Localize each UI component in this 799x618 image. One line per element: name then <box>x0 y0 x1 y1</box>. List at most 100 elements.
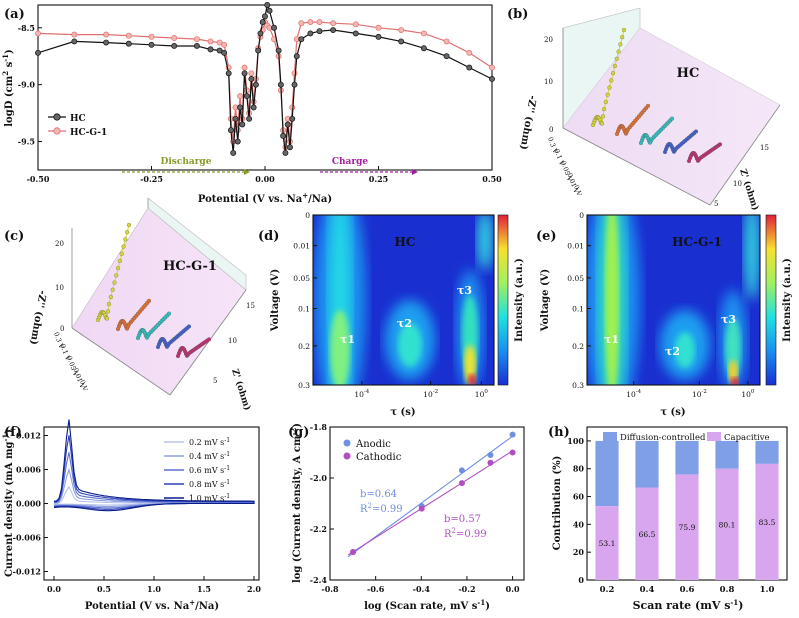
b-eis-point <box>618 42 623 47</box>
panel-c-xtick: 5 <box>213 377 217 385</box>
data-point-hc-g-1 <box>71 31 78 38</box>
e-ytick-label: 0.01 <box>567 242 584 251</box>
panel-a-xlabel: Potential (V vs. Na+/Na) <box>198 191 332 205</box>
panel-d-label: HC <box>395 235 416 249</box>
panel-h-ytick-label: 40 <box>573 519 585 529</box>
c-eis-point <box>105 309 111 314</box>
panel-e-ylabel: Voltage (V) <box>540 269 551 332</box>
charge-label: Charge <box>332 157 369 167</box>
anodic-r-squared: R2=0.99 <box>360 502 403 515</box>
panel-d-colorbar-label: Intensity (a.u.) <box>514 258 525 342</box>
bar-value-label: 75.9 <box>679 523 696 532</box>
panel-g-ytick-label: -2.4 <box>310 575 328 585</box>
panel-e-axes: 0 0.01 0.05 0.1 0.2 0.3 10-4 10-2 100 <box>567 211 755 399</box>
bar-diffusion <box>635 440 659 488</box>
d-ytick-label: 0.1 <box>298 305 310 314</box>
panel-b-voltage-labels: 0.3 V0.1 V0.05 V0.01 V0 V <box>546 136 583 197</box>
panel-a-xtick-label: 0.50 <box>482 174 502 184</box>
panel-d-axes: 0 0.01 0.05 0.1 0.2 0.3 10-4 10-2 100 <box>293 211 488 399</box>
b-voltage-label: 0 V <box>572 184 583 197</box>
panel-g-ytick-label: -2.0 <box>310 473 328 483</box>
bar-diffusion <box>715 440 739 469</box>
panel-a-xtick-label: -0.50 <box>27 174 50 184</box>
panel-e-xlabel: τ (s) <box>660 407 685 418</box>
c-eis-point <box>108 294 113 300</box>
b-eis-point <box>620 35 625 40</box>
data-point-hc <box>234 138 241 145</box>
panel-a-ytick-label: -9.0 <box>18 80 36 90</box>
data-point-hc <box>171 43 178 49</box>
d-xtick-label: 10-4 <box>354 389 369 399</box>
legend-label-diffusion: Diffusion-controlled <box>620 433 706 443</box>
data-point-hc <box>221 49 228 56</box>
c-eis-point <box>119 251 124 256</box>
fit-line-cathodic <box>347 450 513 556</box>
panel-d-frame <box>312 214 495 386</box>
c-voltage-label: 0 V <box>78 379 89 392</box>
bar-diffusion <box>675 440 699 475</box>
c-eis-point <box>114 273 119 278</box>
data-point-hc <box>207 46 214 53</box>
data-point-hc <box>266 7 273 14</box>
d-ytick-label: 0.3 <box>298 381 310 390</box>
panel-e-peak-tau2: τ2 <box>665 345 680 358</box>
panel-c-xtick: 15 <box>246 302 255 310</box>
b-eis-point <box>621 27 627 33</box>
panel-f-xtick-label: 0.0 <box>47 584 61 594</box>
c-eis-point <box>166 311 172 316</box>
data-point-hc <box>489 76 495 82</box>
panel-b-ztick: 0 <box>549 126 553 134</box>
panel-f-xtick-label: 0.5 <box>97 584 111 594</box>
data-point-hc <box>298 36 305 43</box>
panel-h-ytick-label: 100 <box>567 436 584 446</box>
panel-g-ticks: -0.8 -0.6 -0.4 -0.2 0.0 -1.8 -2.0 -2.2 -2.4 <box>310 422 520 594</box>
panel-h-xtick-label: 0.4 <box>640 585 655 595</box>
data-point-hc <box>227 127 234 134</box>
panel-h-ytick-label: 80 <box>573 464 585 474</box>
data-point-hc <box>316 28 323 35</box>
data-point-hc-g-1 <box>248 70 255 77</box>
data-point-cathodic <box>418 505 425 512</box>
data-point-hc <box>330 27 337 33</box>
panel-e-tag: (e) <box>536 229 557 244</box>
data-point-hc-g-1 <box>489 64 495 71</box>
data-point-hc-g-1 <box>221 41 228 48</box>
panel-c-eis-3d: (c) HC-G-1 0 10 20 -Z'' (ohm) Z' (ohm) 5… <box>4 197 255 412</box>
discharge-label: Discharge <box>161 157 212 167</box>
b-eis-point <box>599 121 605 126</box>
b-eis-point <box>645 103 651 108</box>
b-eis-point <box>605 92 610 97</box>
bar-capacitive <box>715 468 739 580</box>
panel-h-xlabel: Scan rate (mV s-1) <box>633 598 744 612</box>
data-point-hc <box>103 39 110 46</box>
panel-a-ticks: -0.50 -0.25 0.00 0.25 0.50 -8.5 -9.0 -9.5 <box>18 23 502 184</box>
panel-b-tag: (b) <box>507 7 528 22</box>
d-ytick-label: 0 <box>305 211 310 220</box>
panel-c-ylabel: -Z'' (ohm) <box>27 289 47 345</box>
b-eis-point <box>717 142 723 147</box>
panel-b-xlabel: Z' (ohm) <box>737 168 761 212</box>
panel-a-xtick-label: -0.25 <box>140 174 163 184</box>
data-point-hc <box>252 81 259 88</box>
panel-c-label: HC-G-1 <box>163 259 217 274</box>
e-ytick-label: 0.3 <box>572 381 584 390</box>
data-point-hc <box>280 132 287 139</box>
panel-g-xlabel: log (Scan rate, mV s-1) <box>364 598 490 612</box>
b-eis-point <box>669 116 675 121</box>
panel-c-ztick: 0 <box>60 325 64 333</box>
b-eis-point <box>614 56 619 61</box>
c-eis-point <box>126 222 132 228</box>
panel-g-series <box>347 431 516 558</box>
data-point-hc-g-1 <box>466 49 473 56</box>
c-eis-point <box>104 316 110 321</box>
panel-f-ytick-label: -0.006 <box>13 533 42 543</box>
data-point-hc <box>232 115 239 122</box>
panel-f-ticks: 0.0 0.5 1.0 1.5 2.0 0.012 0.006 0.000 -0.006 -0.0… <box>13 431 262 595</box>
panel-g-xtick-label: -0.6 <box>367 584 385 594</box>
panel-f-xtick-label: 1.0 <box>147 584 161 594</box>
legend-marker-anodic <box>343 439 351 447</box>
panel-g-legend: Anodic Cathodic <box>343 439 402 463</box>
panel-a-ylabel: logD (cm2 s-1) <box>1 49 15 127</box>
panel-g-xtick-label: -0.8 <box>321 584 339 594</box>
e-ytick-label: 0.2 <box>572 342 584 351</box>
